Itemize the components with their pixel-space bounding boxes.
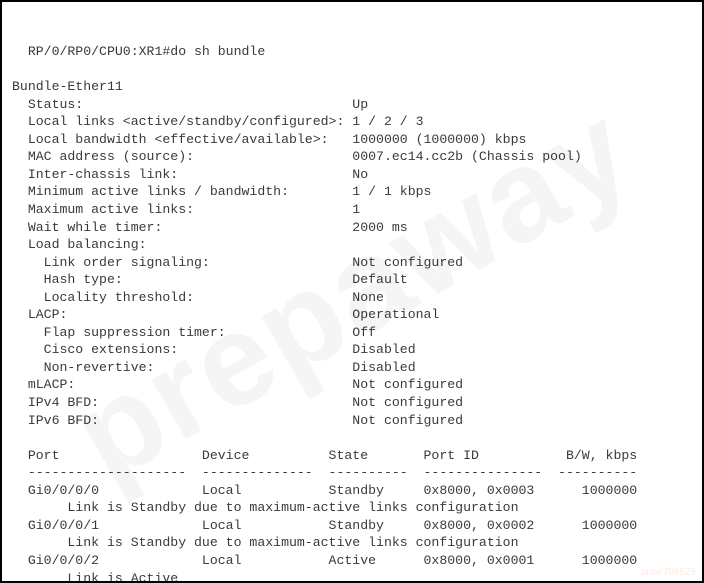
port-table-divider: -------------------- -------------- ----…	[12, 465, 637, 480]
port-table-body: Gi0/0/0/0 Local Standby 0x8000, 0x0003 1…	[12, 483, 637, 583]
bundle-name: Bundle-Ether11	[12, 79, 123, 94]
port-table-header: Port Device State Port ID B/W, kbps	[12, 448, 637, 463]
command-prompt: RP/0/RP0/CPU0:XR1#do sh bundle	[28, 44, 265, 59]
footer-id: praw709529	[641, 566, 696, 579]
terminal-output: prepaway RP/0/RP0/CPU0:XR1#do sh bundle …	[0, 0, 704, 583]
bundle-fields: Status: Up Local links <active/standby/c…	[12, 97, 582, 428]
